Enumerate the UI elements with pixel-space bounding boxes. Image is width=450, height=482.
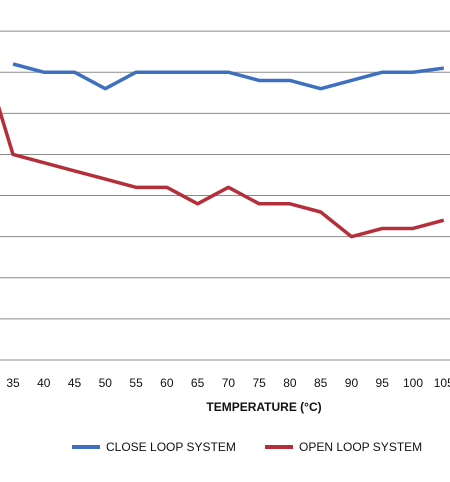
x-tick-label: 95 xyxy=(376,376,390,390)
series-line-open-loop xyxy=(0,105,445,239)
x-tick-label: 75 xyxy=(252,376,266,390)
x-tick-label: 45 xyxy=(68,376,82,390)
x-tick-label: 90 xyxy=(345,376,359,390)
x-tick-label: 50 xyxy=(99,376,113,390)
series-line-close-loop xyxy=(12,62,445,91)
x-tick-label: 60 xyxy=(160,376,174,390)
x-axis-title: TEMPERATURE (°C) xyxy=(206,400,321,414)
x-tick-label: 80 xyxy=(283,376,297,390)
x-tick-label: 40 xyxy=(37,376,51,390)
x-tick-label: 105 xyxy=(434,376,450,390)
legend-label-close-loop: CLOSE LOOP SYSTEM xyxy=(106,440,236,454)
x-tick-labels: 35 40 45 50 55 60 65 70 75 80 85 90 95 100 105 xyxy=(6,376,450,390)
x-tick-label: 85 xyxy=(314,376,328,390)
x-tick-label: 70 xyxy=(222,376,236,390)
series-lines xyxy=(0,62,445,239)
x-tick-label: 55 xyxy=(129,376,143,390)
legend: CLOSE LOOP SYSTEM OPEN LOOP SYSTEM xyxy=(72,440,422,454)
x-tick-label: 100 xyxy=(403,376,423,390)
x-tick-label: 65 xyxy=(191,376,205,390)
legend-label-open-loop: OPEN LOOP SYSTEM xyxy=(299,440,422,454)
x-tick-label: 35 xyxy=(6,376,20,390)
gridlines xyxy=(0,30,450,361)
